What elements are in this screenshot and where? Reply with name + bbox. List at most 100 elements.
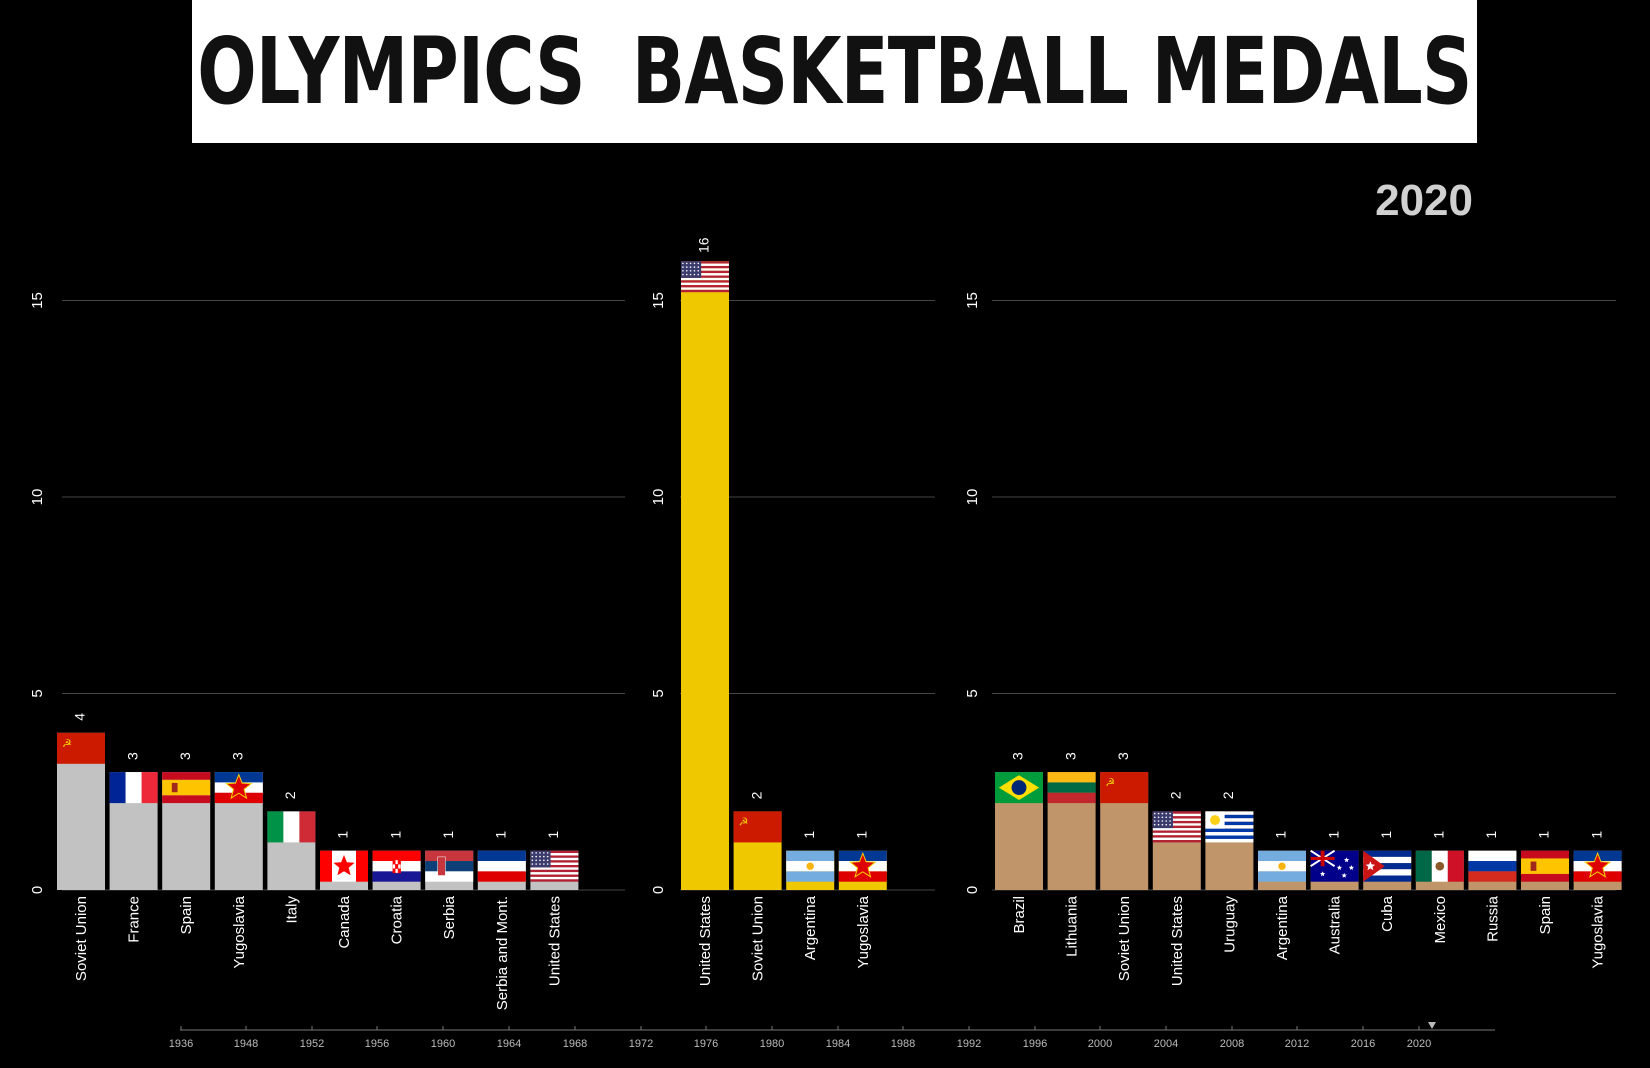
category-label: Yugoslavia — [1590, 895, 1607, 968]
value-label: 16 — [696, 237, 712, 253]
category-label: Argentina — [802, 895, 819, 960]
category-label: Cuba — [1379, 895, 1396, 932]
category-label: United States — [546, 896, 563, 986]
canada-flag-icon — [320, 850, 368, 882]
timeline-tick-label[interactable]: 2020 — [1407, 1038, 1431, 1050]
category-label: Soviet Union — [73, 896, 90, 981]
category-label: Soviet Union — [750, 896, 767, 981]
y-tick-label: 10 — [650, 489, 667, 506]
y-tick-label: 0 — [964, 886, 981, 894]
timeline-tick-label[interactable]: 1996 — [1023, 1038, 1047, 1050]
value-label: 1 — [545, 831, 561, 839]
y-tick-label: 15 — [964, 292, 981, 309]
italy-flag-icon — [267, 811, 316, 843]
value-label: 3 — [177, 752, 193, 760]
value-label: 3 — [1062, 752, 1078, 760]
cuba-flag-icon — [1363, 850, 1412, 882]
timeline-tick-label[interactable]: 1992 — [957, 1038, 981, 1050]
category-label: Mexico — [1432, 896, 1449, 944]
australia-flag-icon — [1310, 849, 1359, 882]
value-label: 1 — [1431, 831, 1447, 839]
category-label: France — [126, 896, 143, 943]
serbia-montenegro-flag-icon — [477, 850, 526, 882]
category-label: Brazil — [1011, 896, 1028, 934]
lithuania-flag-icon — [1047, 772, 1096, 804]
timeline-tick-label[interactable]: 1960 — [431, 1038, 455, 1050]
category-label: Yugoslavia — [855, 895, 872, 968]
bar-united-states — [681, 261, 729, 890]
usa-flag-icon — [530, 850, 579, 882]
timeline-tick-label[interactable]: 1976 — [694, 1038, 718, 1050]
category-label: Spain — [1537, 896, 1554, 934]
value-label: 1 — [387, 831, 403, 839]
timeline-tick-label[interactable]: 2008 — [1220, 1038, 1244, 1050]
category-label: Russia — [1484, 895, 1501, 942]
category-label: Soviet Union — [1116, 896, 1133, 981]
value-label: 1 — [1536, 831, 1552, 839]
value-label: 3 — [230, 752, 246, 760]
value-label: 2 — [1168, 791, 1184, 799]
y-tick-label: 15 — [29, 292, 46, 309]
timeline-tick-label[interactable]: 1964 — [497, 1038, 521, 1050]
y-tick-label: 0 — [29, 886, 46, 894]
y-tick-label: 0 — [650, 886, 667, 894]
value-label: 1 — [801, 831, 817, 839]
value-label: 1 — [440, 831, 456, 839]
category-label: Canada — [336, 895, 353, 948]
category-label: Italy — [283, 896, 300, 924]
category-label: Argentina — [1274, 895, 1291, 960]
category-label: United States — [1169, 896, 1186, 986]
value-label: 1 — [1325, 831, 1341, 839]
timeline-tick-label[interactable]: 1984 — [826, 1038, 850, 1050]
category-label: Yugoslavia — [231, 895, 248, 968]
spain-flag-icon — [1521, 850, 1569, 882]
category-label: Australia — [1327, 895, 1344, 954]
timeline-tick-label[interactable]: 1968 — [563, 1038, 587, 1050]
silver-medal-panel: 0 5 10 15 ☭ 4 Soviet Union 3 France 3 Spain 3 Yugosl… — [29, 292, 625, 1010]
value-label: 1 — [854, 831, 870, 839]
timeline-tick-label[interactable]: 2004 — [1154, 1038, 1178, 1050]
argentina-flag-icon — [786, 850, 835, 882]
y-tick-label: 5 — [29, 689, 46, 697]
chart-title: OLYMPICS BASKETBALL MEDALS — [197, 17, 1472, 125]
value-label: 3 — [1115, 752, 1131, 760]
value-label: 1 — [1378, 831, 1394, 839]
svg-text:☭: ☭ — [739, 815, 749, 828]
y-tick-label: 5 — [964, 689, 981, 697]
timeline-tick-label[interactable]: 2012 — [1285, 1038, 1309, 1050]
category-label: Spain — [178, 896, 195, 934]
timeline-tick-label[interactable]: 1956 — [365, 1038, 389, 1050]
y-tick-label: 5 — [650, 689, 667, 697]
svg-text:☭: ☭ — [1105, 776, 1115, 789]
croatia-flag-icon — [372, 850, 421, 882]
spain-flag-icon — [162, 772, 211, 804]
timeline-marker[interactable] — [1428, 1022, 1436, 1029]
current-year-label: 2020 — [1375, 176, 1473, 225]
timeline-tick-label[interactable]: 1972 — [629, 1038, 653, 1050]
ussr-flag-icon: ☭ — [733, 811, 782, 843]
y-tick-label: 10 — [29, 489, 46, 506]
mexico-flag-icon — [1415, 850, 1464, 882]
timeline-tick-label[interactable]: 1980 — [760, 1038, 784, 1050]
russia-flag-icon — [1468, 850, 1517, 882]
value-label: 4 — [72, 713, 88, 721]
timeline-tick-label[interactable]: 1952 — [300, 1038, 324, 1050]
timeline-tick-label[interactable]: 1948 — [234, 1038, 258, 1050]
timeline-tick-label[interactable]: 2016 — [1351, 1038, 1375, 1050]
value-label: 3 — [124, 752, 140, 760]
timeline-tick-label[interactable]: 1936 — [169, 1038, 193, 1050]
category-label: Croatia — [389, 895, 406, 944]
bronze-medal-panel: 0 5 10 15 3 Brazil 3 Lithuania ☭ 3 Soviet Union 2 Un… — [964, 292, 1622, 986]
y-tick-label: 15 — [650, 292, 667, 309]
ussr-flag-icon: ☭ — [1100, 772, 1149, 804]
y-tick-label: 10 — [964, 489, 981, 506]
value-label: 2 — [1220, 791, 1236, 799]
category-label: Uruguay — [1221, 896, 1238, 953]
yugoslavia-flag-icon — [1573, 850, 1622, 882]
timeline-tick-label[interactable]: 1988 — [891, 1038, 915, 1050]
timeline[interactable]: 1936 1948 1952 1956 1960 1964 1968 1972 1976 1980… — [169, 1022, 1495, 1050]
timeline-tick-label[interactable]: 2000 — [1088, 1038, 1112, 1050]
brazil-flag-icon — [995, 772, 1043, 804]
gold-medal-panel: 0 5 10 15 16 United States ☭ 2 Soviet Union 1 Arge… — [650, 237, 935, 986]
